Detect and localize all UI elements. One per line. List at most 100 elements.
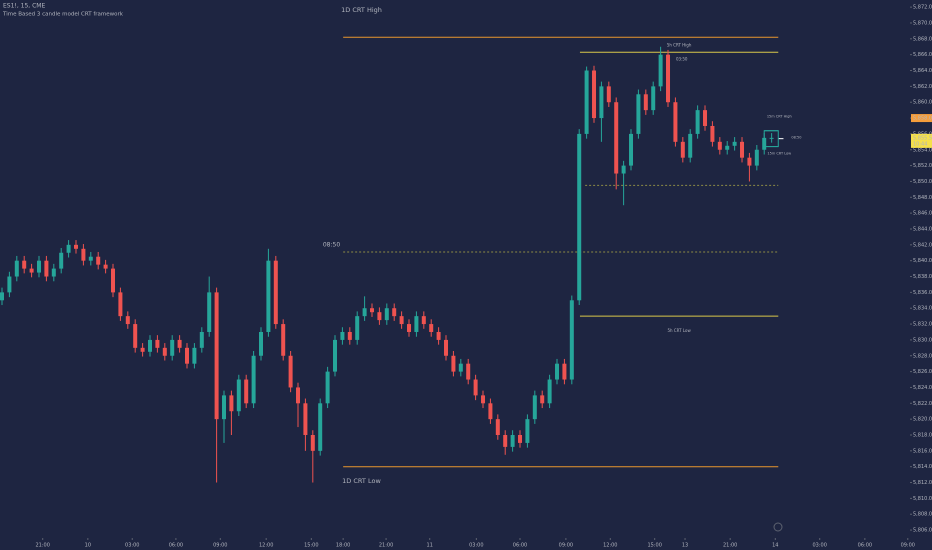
candle-body xyxy=(251,355,256,404)
x-tick-label: 03:00 xyxy=(813,543,827,549)
x-tick-label: 18:00 xyxy=(336,543,350,549)
candle-body xyxy=(281,324,286,356)
candle xyxy=(666,49,671,107)
x-tick-label: 21:00 xyxy=(723,543,737,549)
price-tag-sub: 10:44 xyxy=(913,141,927,147)
candle xyxy=(636,89,641,139)
level-label: 03:50 xyxy=(676,56,688,61)
candle-body xyxy=(414,316,419,332)
candle-body xyxy=(732,141,737,146)
candle-body xyxy=(111,268,116,293)
candle-body xyxy=(125,316,130,325)
candle xyxy=(162,343,167,361)
y-tick-label: 5,840.00 xyxy=(913,258,932,264)
level-label: 5h CRT High xyxy=(667,42,692,47)
candle-body xyxy=(133,324,138,348)
candle-body xyxy=(532,395,537,420)
candle xyxy=(732,137,737,151)
y-tick-label: 5,830.00 xyxy=(913,337,932,343)
candle xyxy=(695,105,700,139)
candle-body xyxy=(185,347,190,364)
candle-body xyxy=(621,165,626,174)
scroll-icon[interactable] xyxy=(773,522,783,532)
candle-body xyxy=(288,355,293,388)
candle xyxy=(333,335,338,377)
candle xyxy=(399,311,404,329)
candle-body xyxy=(481,395,486,404)
candle-body xyxy=(592,70,597,119)
y-tick-label: 5,818.00 xyxy=(913,432,932,438)
candle-body xyxy=(540,395,545,404)
candle xyxy=(621,160,626,206)
candle xyxy=(754,144,759,171)
candle-body xyxy=(429,324,434,332)
candle-body xyxy=(296,387,301,404)
candle-body xyxy=(466,363,471,380)
y-tick-label: 5,824.00 xyxy=(913,385,932,391)
candle xyxy=(392,303,397,321)
candle xyxy=(59,248,64,274)
y-tick-label: 5,848.00 xyxy=(913,195,932,201)
candle xyxy=(488,398,493,424)
candle xyxy=(103,259,108,274)
candle xyxy=(229,390,234,435)
y-tick-label: 5,862.00 xyxy=(913,84,932,90)
candle-body xyxy=(643,94,648,111)
candle-body xyxy=(503,434,508,447)
candle-body xyxy=(118,292,123,317)
candle xyxy=(266,248,271,337)
price-tag-label: 5,855.50 xyxy=(913,135,932,141)
candle xyxy=(362,296,367,321)
candle xyxy=(451,351,456,377)
candle xyxy=(495,414,500,440)
x-tick-label: 06:00 xyxy=(858,543,872,549)
candle-body xyxy=(44,260,49,277)
candle-body xyxy=(740,141,745,158)
candle xyxy=(7,271,12,298)
level-label: 08:50 xyxy=(791,136,801,140)
candle-body xyxy=(14,260,19,277)
candle-body xyxy=(769,137,774,139)
y-tick-label: 5,864.00 xyxy=(913,68,932,74)
candle xyxy=(222,390,227,443)
candle xyxy=(384,303,389,325)
chart-subtitle: Time Based 3 candle model CRT framework xyxy=(2,12,124,18)
y-tick-label: 5,872.00 xyxy=(913,5,932,11)
candle-body xyxy=(688,133,693,158)
candle xyxy=(370,303,375,317)
candle xyxy=(347,327,352,345)
candle-body xyxy=(222,395,227,420)
candle xyxy=(73,240,78,254)
candle xyxy=(29,263,34,278)
candle-body xyxy=(333,339,338,372)
candle-body xyxy=(310,434,315,451)
x-tick-label: 12:00 xyxy=(603,543,617,549)
candle xyxy=(310,430,315,483)
candle-body xyxy=(525,419,530,443)
candle-body xyxy=(488,403,493,420)
candle-body xyxy=(177,339,182,348)
candle-body xyxy=(51,268,56,277)
candle xyxy=(503,430,508,455)
candle-body xyxy=(695,110,700,134)
candle xyxy=(0,287,4,306)
candle xyxy=(577,129,582,306)
candle xyxy=(592,65,597,123)
candle xyxy=(273,255,278,329)
candle xyxy=(481,390,486,409)
candle-body xyxy=(140,347,145,352)
candle-body xyxy=(207,292,212,332)
candle xyxy=(473,374,478,401)
candle xyxy=(414,311,419,337)
candle xyxy=(377,307,382,325)
candle-body xyxy=(22,260,27,269)
candle-body xyxy=(584,70,589,134)
candle xyxy=(747,152,752,182)
candle xyxy=(769,133,774,143)
y-tick-label: 5,806.00 xyxy=(913,528,932,534)
candle-body xyxy=(66,244,71,253)
candle xyxy=(96,251,101,270)
x-tick-label: 14 xyxy=(772,543,778,549)
candle-body xyxy=(614,102,619,174)
